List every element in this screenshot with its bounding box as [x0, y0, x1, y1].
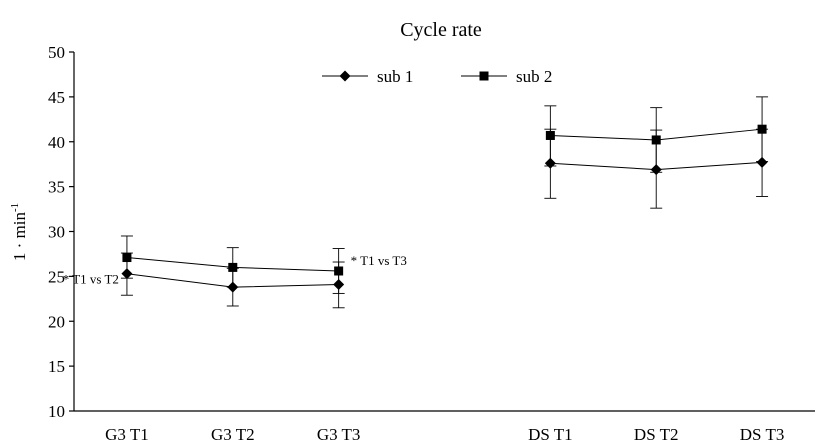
- square-marker: [545, 130, 555, 140]
- y-tick-label: 40: [48, 133, 65, 152]
- legend-item-sub-2: sub 2: [461, 67, 552, 86]
- legend-label: sub 2: [516, 67, 552, 86]
- y-tick-label: 30: [48, 223, 65, 242]
- axes: [73, 52, 815, 412]
- series-sub-1: [120, 128, 769, 309]
- diamond-marker: [756, 156, 768, 168]
- x-tick-label: DS T3: [740, 425, 785, 444]
- series-group: [120, 96, 769, 309]
- annotations: * T1 vs T2 * T1 vs T3: [63, 253, 407, 287]
- square-marker: [757, 124, 767, 134]
- y-axis-title-sup: -1: [9, 203, 21, 212]
- series-sub-2: [120, 96, 769, 294]
- y-tick-label: 35: [48, 178, 65, 197]
- square-marker: [651, 135, 661, 145]
- x-tick-label: G3 T1: [105, 425, 149, 444]
- square-marker: [228, 262, 238, 272]
- legend: sub 1 sub 2: [322, 67, 552, 86]
- y-tick-label: 20: [48, 312, 65, 331]
- legend-item-sub-1: sub 1: [322, 67, 413, 86]
- y-tick-label: 50: [48, 43, 65, 62]
- x-tick-label: DS T2: [634, 425, 679, 444]
- x-tick-labels: G3 T1 G3 T2 G3 T3 DS T1 DS T2 DS T3: [105, 425, 784, 444]
- y-tick-label: 10: [48, 402, 65, 421]
- square-marker: [122, 253, 132, 263]
- legend-label: sub 1: [377, 67, 413, 86]
- annotation-label: * T1 vs T3: [351, 253, 407, 268]
- square-marker: [334, 266, 344, 276]
- x-tick-label: G3 T2: [211, 425, 255, 444]
- y-axis-label: 1 · min-1: [9, 203, 29, 261]
- y-ticks: 10 15 20 25 30 35 40 45 50: [48, 43, 74, 421]
- y-tick-label: 45: [48, 88, 65, 107]
- x-tick-label: G3 T3: [317, 425, 361, 444]
- chart-title: Cycle rate: [400, 19, 482, 41]
- square-marker: [479, 71, 489, 81]
- y-tick-label: 25: [48, 267, 65, 286]
- x-tick-label: DS T1: [528, 425, 573, 444]
- y-axis-title: 1 · min-1: [9, 203, 29, 261]
- diamond-marker: [339, 70, 351, 82]
- annotation-label: * T1 vs T2: [63, 272, 119, 287]
- y-axis-title-main: 1 · min: [10, 212, 29, 262]
- y-tick-label: 15: [48, 357, 65, 376]
